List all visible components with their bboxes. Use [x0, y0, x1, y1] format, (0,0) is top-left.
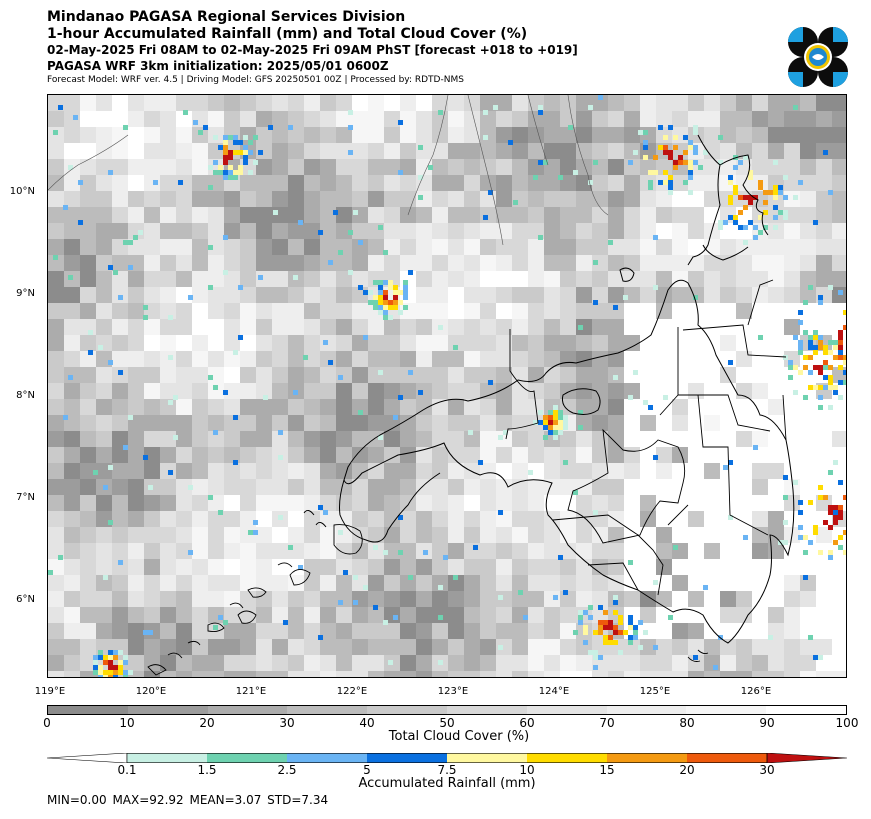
lat-label: 7°N	[16, 492, 35, 503]
rain-colorbar-segment	[766, 753, 847, 763]
rain-colorbar-segment	[127, 753, 207, 763]
rain-tick-label: 0.1	[117, 763, 137, 777]
cloud-colorbar-segment	[606, 706, 687, 714]
rain-tick-label: 30	[759, 763, 775, 777]
lon-label: 124°E	[538, 686, 570, 697]
rain-colorbar-segment	[207, 753, 287, 763]
cloud-colorbar-segment	[207, 706, 288, 714]
cloud-tick-label: 100	[835, 716, 859, 730]
rain-colorbar-segment	[687, 753, 767, 763]
forecast-map	[47, 94, 847, 678]
rainfall-label: Accumulated Rainfall (mm)	[358, 776, 536, 791]
pagasa-logo	[788, 27, 848, 87]
lon-label: 119°E	[34, 686, 66, 697]
model-info-line: Forecast Model: WRF ver. 4.5 | Driving M…	[47, 75, 464, 85]
lat-label: 6°N	[16, 594, 35, 605]
rain-tick-label: 5	[363, 763, 371, 777]
lon-label: 123°E	[437, 686, 469, 697]
rainfall-colorbar	[47, 753, 847, 763]
cloud-tick-label: 0	[43, 716, 51, 730]
lat-label: 8°N	[16, 390, 35, 401]
rain-colorbar-segment	[47, 753, 128, 763]
rain-colorbar-segment	[607, 753, 687, 763]
cloud-tick-label: 70	[599, 716, 615, 730]
cloud-tick-label: 30	[279, 716, 295, 730]
cloud-tick-label: 20	[199, 716, 215, 730]
rain-tick-label: 1.5	[197, 763, 217, 777]
rain-colorbar-segment	[447, 753, 527, 763]
lon-label: 122°E	[336, 686, 368, 697]
cloud-colorbar-segment	[686, 706, 767, 714]
rain-colorbar-segment	[367, 753, 447, 763]
cloud-colorbar-segment	[526, 706, 607, 714]
rainfall-field	[48, 95, 846, 677]
rain-colorbar-segment	[287, 753, 367, 763]
cloud-tick-label: 60	[519, 716, 535, 730]
lon-label: 125°E	[639, 686, 671, 697]
cloud-tick-label: 40	[359, 716, 375, 730]
cloud-colorbar-segment	[48, 706, 128, 714]
rain-tick-label: 15	[599, 763, 615, 777]
cloud-colorbar-segment	[766, 706, 846, 714]
rain-tick-label: 2.5	[277, 763, 297, 777]
initialization-line: PAGASA WRF 3km initialization: 2025/05/0…	[47, 59, 389, 73]
rain-tick-label: 7.5	[437, 763, 457, 777]
cloud-colorbar-segment	[367, 706, 447, 714]
lon-label: 126°E	[740, 686, 772, 697]
title-line-1: Mindanao PAGASA Regional Services Divisi…	[47, 9, 406, 25]
cloud-colorbar-segment	[127, 706, 208, 714]
statistics-line: MIN=0.00 MAX=92.92 MEAN=3.07 STD=7.34	[47, 793, 329, 807]
cloud-cover-field	[48, 95, 846, 677]
cloud-tick-label: 90	[759, 716, 775, 730]
title-line-2: 1-hour Accumulated Rainfall (mm) and Tot…	[47, 26, 528, 42]
cloud-cover-label: Total Cloud Cover (%)	[388, 729, 530, 744]
lat-label: 9°N	[16, 288, 35, 299]
lon-label: 120°E	[135, 686, 167, 697]
cloud-colorbar-segment	[446, 706, 527, 714]
map-canvas	[48, 95, 846, 677]
cloud-tick-label: 80	[679, 716, 695, 730]
lon-label: 121°E	[235, 686, 267, 697]
valid-time-line: 02-May-2025 Fri 08AM to 02-May-2025 Fri …	[47, 43, 578, 57]
cloud-colorbar-segment	[287, 706, 368, 714]
rain-tick-label: 20	[679, 763, 695, 777]
cloud-cover-colorbar	[47, 705, 847, 715]
coastlines	[48, 95, 795, 676]
lat-label: 10°N	[9, 186, 35, 197]
cloud-tick-label: 10	[119, 716, 135, 730]
cloud-tick-label: 50	[439, 716, 455, 730]
rain-colorbar-segment	[527, 753, 607, 763]
rain-tick-label: 10	[519, 763, 535, 777]
